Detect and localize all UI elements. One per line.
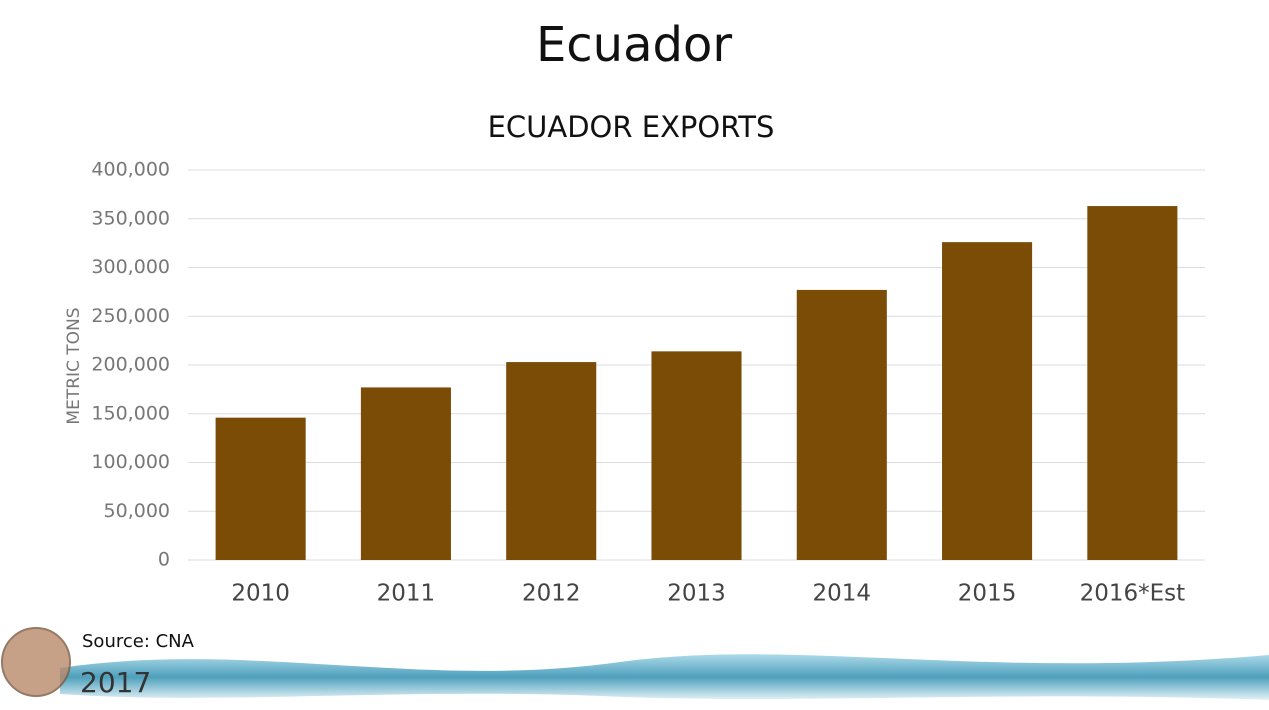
bar [942, 242, 1033, 560]
x-tick-label: 2013 [667, 581, 726, 607]
bar [506, 362, 597, 560]
slide-title: Ecuador [536, 17, 732, 73]
bar [215, 417, 306, 560]
bar [796, 289, 887, 560]
y-tick-label: 150,000 [91, 402, 170, 424]
source: Source: CNA [82, 631, 195, 652]
y-tick-label: 400,000 [91, 159, 170, 181]
y-tick-label: 200,000 [91, 354, 170, 376]
chart-title: ECUADOR EXPORTS [488, 110, 775, 144]
x-tick-label: 2014 [813, 581, 872, 607]
y-axis-label: METRIC TONS [64, 307, 84, 424]
x-tick-label: 2015 [958, 581, 1017, 607]
y-tick-label: 100,000 [91, 451, 170, 473]
x-tick-label: 2010 [231, 581, 290, 607]
y-tick-label: 250,000 [91, 305, 170, 327]
year: 2017 [80, 666, 151, 699]
logo [1, 627, 71, 697]
y-tick-label: 350,000 [91, 207, 170, 229]
water-decoration [60, 654, 1269, 700]
bar [651, 351, 742, 560]
bar [360, 387, 451, 560]
y-tick-label: 0 [158, 549, 170, 571]
x-tick-label: 2016*Est [1080, 581, 1186, 607]
y-tick-label: 50,000 [104, 500, 170, 522]
bar [1087, 206, 1178, 560]
y-tick-label: 300,000 [91, 256, 170, 278]
x-tick-label: 2012 [522, 581, 581, 607]
x-tick-label: 2011 [377, 581, 436, 607]
